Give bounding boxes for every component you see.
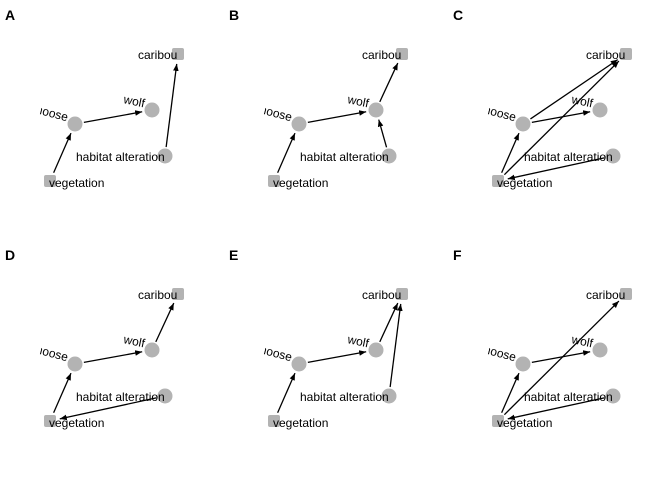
edge-wolf-to-caribou <box>155 302 175 343</box>
node-moose <box>515 356 531 372</box>
edge-vegetation-to-moose <box>277 372 296 414</box>
node-wolf <box>368 102 384 118</box>
node-vegetation <box>492 415 504 427</box>
node-habitat <box>605 148 621 164</box>
label-wolf: wolf <box>569 92 594 110</box>
node-vegetation <box>268 415 280 427</box>
edge-vegetation-to-moose <box>501 372 520 414</box>
label-vegetation: vegetation <box>49 176 104 190</box>
edge-moose-to-wolf <box>83 110 143 124</box>
label-wolf: wolf <box>121 332 146 350</box>
node-habitat <box>157 148 173 164</box>
node-caribou <box>396 48 408 60</box>
label-moose: moose <box>31 101 70 124</box>
label-moose: moose <box>255 341 294 364</box>
panel-letter: D <box>5 247 15 263</box>
panel-letter: E <box>229 247 238 263</box>
node-wolf <box>592 102 608 118</box>
node-wolf <box>368 342 384 358</box>
panel-letter: A <box>5 7 15 23</box>
edge-vegetation-to-moose <box>53 132 72 174</box>
label-wolf: wolf <box>345 332 370 350</box>
node-moose <box>67 356 83 372</box>
node-habitat <box>157 388 173 404</box>
node-vegetation <box>44 415 56 427</box>
label-caribou: caribou <box>586 48 625 62</box>
label-caribou: caribou <box>586 288 625 302</box>
edge-moose-to-caribou <box>530 59 619 120</box>
label-caribou: caribou <box>138 288 177 302</box>
edge-moose-to-wolf <box>307 110 367 124</box>
label-caribou: caribou <box>362 288 401 302</box>
node-wolf <box>592 342 608 358</box>
edge-wolf-to-caribou <box>379 62 399 103</box>
panel-letter: B <box>229 7 239 23</box>
edge-moose-to-wolf <box>531 350 591 364</box>
label-caribou: caribou <box>138 48 177 62</box>
panel-letter: F <box>453 247 462 263</box>
node-caribou <box>396 288 408 300</box>
label-wolf: wolf <box>121 92 146 110</box>
node-vegetation <box>268 175 280 187</box>
label-moose: moose <box>479 341 518 364</box>
label-habitat-alteration: habitat alteration <box>76 390 165 404</box>
label-vegetation: vegetation <box>497 176 552 190</box>
edge-habitat-to-wolf <box>377 119 388 148</box>
edge-vegetation-to-caribou <box>503 300 620 416</box>
node-vegetation <box>44 175 56 187</box>
panel-letter: C <box>453 7 463 23</box>
label-caribou: caribou <box>362 48 401 62</box>
node-caribou <box>172 48 184 60</box>
edge-vegetation-to-moose <box>277 132 296 174</box>
node-moose <box>515 116 531 132</box>
edge-habitat-to-caribou <box>389 303 403 388</box>
node-caribou <box>620 48 632 60</box>
node-habitat <box>381 148 397 164</box>
edge-habitat-to-vegetation <box>507 397 605 421</box>
node-caribou <box>620 288 632 300</box>
edge-habitat-to-vegetation <box>59 397 157 421</box>
label-moose: moose <box>255 101 294 124</box>
node-habitat <box>605 388 621 404</box>
label-moose: moose <box>31 341 70 364</box>
label-vegetation: vegetation <box>273 176 328 190</box>
edge-moose-to-wolf <box>531 110 591 124</box>
node-moose <box>291 116 307 132</box>
edge-vegetation-to-moose <box>501 132 520 174</box>
label-habitat-alteration: habitat alteration <box>300 150 389 164</box>
label-moose: moose <box>479 101 518 124</box>
node-wolf <box>144 342 160 358</box>
node-moose <box>67 116 83 132</box>
label-vegetation: vegetation <box>49 416 104 430</box>
edge-habitat-to-vegetation <box>507 157 605 181</box>
label-habitat-alteration: habitat alteration <box>76 150 165 164</box>
edge-wolf-to-caribou <box>379 302 399 343</box>
label-vegetation: vegetation <box>273 416 328 430</box>
label-wolf: wolf <box>569 332 594 350</box>
label-habitat-alteration: habitat alteration <box>300 390 389 404</box>
edge-vegetation-to-moose <box>53 372 72 414</box>
node-moose <box>291 356 307 372</box>
node-caribou <box>172 288 184 300</box>
edge-vegetation-to-caribou <box>503 60 620 176</box>
edge-moose-to-wolf <box>307 350 367 364</box>
node-vegetation <box>492 175 504 187</box>
label-wolf: wolf <box>345 92 370 110</box>
label-habitat-alteration: habitat alteration <box>524 390 613 404</box>
edge-moose-to-wolf <box>83 350 143 364</box>
label-habitat-alteration: habitat alteration <box>524 150 613 164</box>
label-vegetation: vegetation <box>497 416 552 430</box>
node-habitat <box>381 388 397 404</box>
node-wolf <box>144 102 160 118</box>
edge-habitat-to-caribou <box>165 63 179 148</box>
